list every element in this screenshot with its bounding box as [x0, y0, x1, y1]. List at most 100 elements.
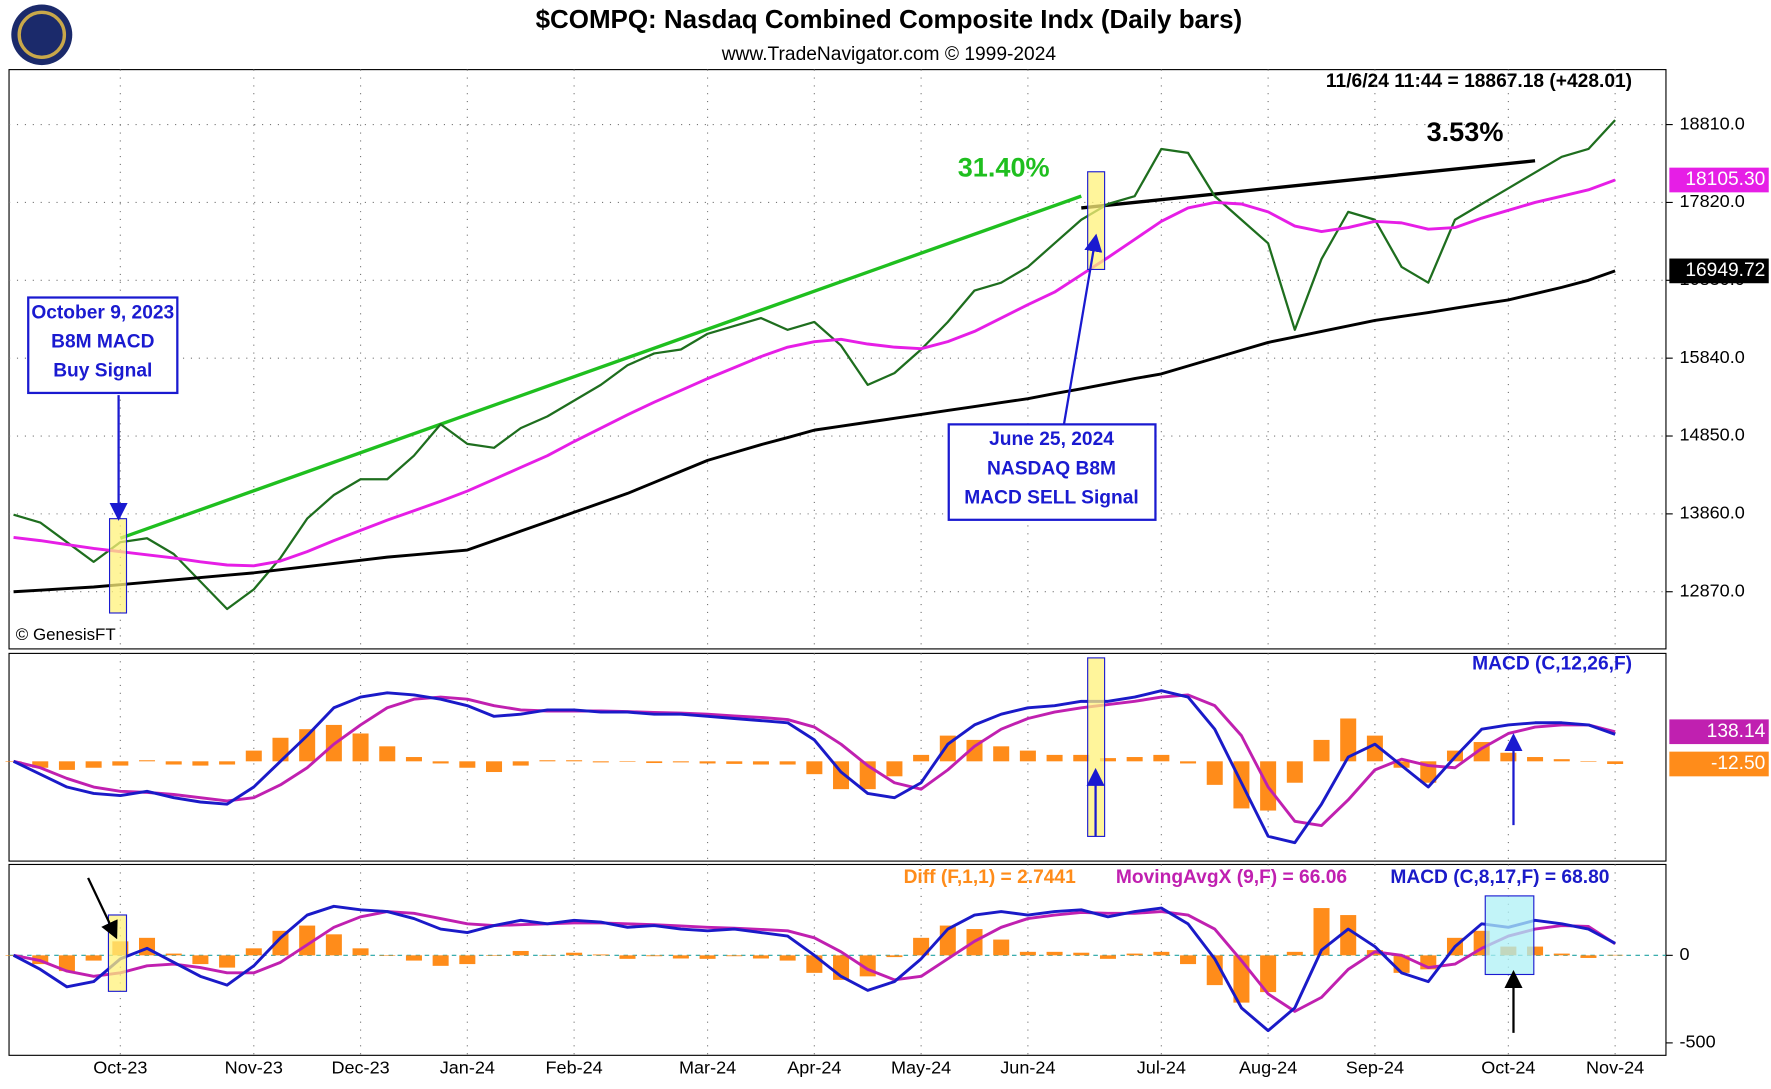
histogram-bar [272, 930, 289, 956]
x-tick-label: Jul-24 [1137, 1058, 1186, 1078]
histogram-bar [379, 746, 396, 762]
histogram-bar [58, 761, 75, 770]
callout-text: NASDAQ B8M [987, 458, 1116, 479]
logo-ring [17, 10, 67, 59]
series-line [13, 693, 1616, 828]
value-box-label: 138.14 [1707, 721, 1766, 742]
histogram-bar [726, 761, 743, 764]
callout-text: Buy Signal [53, 361, 152, 382]
chart-subtitle: www.TradeNavigator.com © 1999-2024 [721, 44, 1057, 65]
trendline [1081, 159, 1536, 210]
histogram-bar [1553, 953, 1570, 956]
credit: © GenesisFT [16, 625, 116, 644]
panel-frame [8, 69, 1667, 650]
histogram-bar [165, 761, 182, 765]
histogram-bar [379, 955, 396, 956]
chart-title: $COMPQ: Nasdaq Combined Composite Indx (… [536, 6, 1243, 34]
histogram-bar [32, 761, 49, 768]
highlight [108, 518, 128, 614]
histogram-bar [1046, 951, 1063, 956]
histogram-bar [85, 761, 102, 768]
histogram-bar [993, 746, 1010, 762]
histogram-bar [726, 955, 743, 957]
histogram-bar [646, 955, 663, 957]
callout-text: MACD SELL Signal [964, 488, 1138, 509]
series-line [13, 178, 1616, 568]
series-line [13, 119, 1616, 611]
callout-text: June 25, 2024 [989, 429, 1114, 450]
histogram-bar [192, 955, 209, 965]
value-box-label: 16949.72 [1685, 260, 1765, 281]
histogram-bar [566, 760, 583, 762]
series-line [13, 269, 1616, 594]
histogram-bar [325, 934, 342, 956]
panel-frame [8, 652, 1667, 862]
histogram-bar [352, 733, 369, 762]
x-tick-label: Mar-24 [679, 1058, 736, 1078]
histogram-bar [1313, 739, 1330, 762]
histogram-bar [1019, 750, 1036, 762]
histogram-bar [779, 955, 796, 961]
histogram-bar [459, 761, 476, 768]
histogram-bar [1126, 757, 1143, 762]
histogram-bar [486, 955, 503, 956]
histogram-bar [539, 955, 556, 956]
y-tick-label: 14850.0 [1680, 425, 1745, 445]
histogram-bar [592, 761, 609, 763]
x-tick-label: Jun-24 [1000, 1058, 1055, 1078]
series-line [12, 689, 1616, 845]
histogram-bar [886, 761, 903, 777]
histogram-bar [1046, 754, 1063, 762]
y-tick-label: 13860.0 [1680, 503, 1745, 523]
histogram-bar [993, 939, 1010, 956]
x-tick-label: Dec-23 [331, 1058, 389, 1078]
legend-entry: Diff (F,1,1) = 2.7441 [904, 867, 1077, 888]
x-tick-label: Feb-24 [545, 1058, 602, 1078]
histogram-bar [405, 955, 422, 961]
callout-text: B8M MACD [51, 332, 155, 353]
histogram-bar [192, 761, 209, 766]
histogram-bar [459, 955, 476, 965]
histogram-bar [752, 761, 769, 765]
overlay: October 9, 2023 B8M MACD Buy Signal June… [27, 171, 1535, 1033]
histogram-bar [913, 754, 930, 762]
histogram-bar [1527, 946, 1544, 956]
histogram-bar [539, 760, 556, 762]
histogram-bar [1607, 761, 1624, 764]
histogram-bar [1153, 951, 1170, 956]
value-box [1669, 258, 1769, 284]
histogram-bar [245, 750, 262, 762]
histogram-bar [85, 955, 102, 961]
histogram-bar [219, 955, 236, 968]
histogram-bar [646, 761, 663, 764]
x-tick-label: Sep-24 [1346, 1058, 1404, 1078]
y-tick-label: 15840.0 [1680, 347, 1745, 367]
histogram-bar [1500, 752, 1517, 762]
y-tick-label: 12870.0 [1680, 581, 1745, 601]
histogram-bar [619, 761, 636, 762]
histogram-bar [486, 761, 503, 773]
value-box-label: 18105.30 [1685, 169, 1765, 190]
callout-text: October 9, 2023 [31, 302, 174, 323]
histogram-bar [672, 761, 689, 763]
histogram-bar [1340, 718, 1357, 762]
histogram-bar [1099, 758, 1116, 762]
histogram-bar [619, 955, 636, 959]
histogram-bar [699, 761, 716, 764]
histogram-bar [779, 761, 796, 765]
histogram-bar [112, 761, 129, 766]
histogram-bar [405, 757, 422, 762]
histogram-bar [165, 953, 182, 956]
histogram-bar [1073, 754, 1090, 762]
histogram-bar [139, 760, 156, 762]
histogram-bar [58, 955, 75, 972]
histogram-bar [512, 950, 529, 956]
histogram-bar [1340, 915, 1357, 956]
histogram-bar [1366, 735, 1383, 762]
legend-entry: MovingAvgX (9,F) = 66.06 [1116, 867, 1347, 888]
histogram-bar [352, 948, 369, 956]
histogram-bar [1180, 955, 1197, 965]
histogram-bar [1607, 954, 1624, 956]
